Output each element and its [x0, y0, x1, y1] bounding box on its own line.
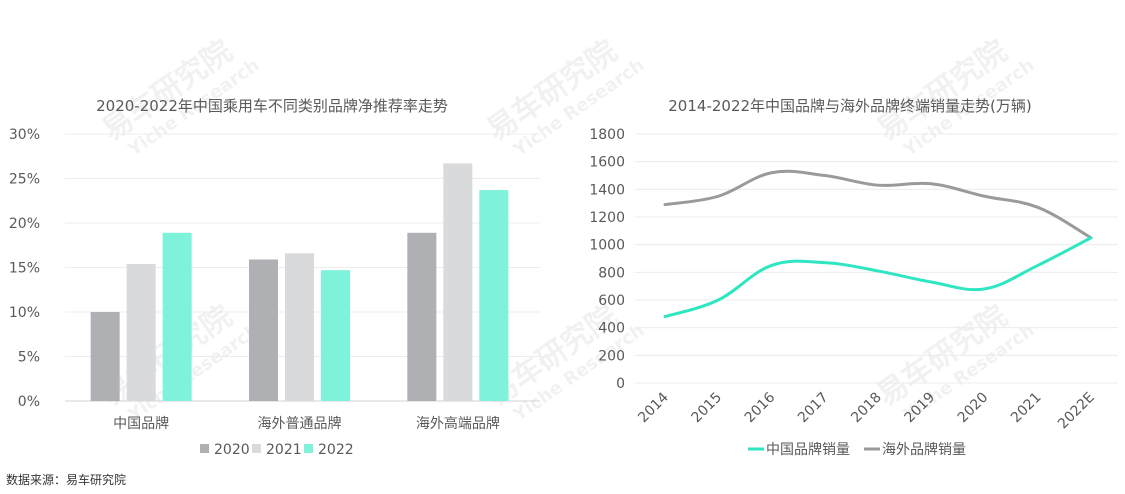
x-tick-label: 2019	[902, 390, 939, 427]
y-tick-label: 1600	[589, 155, 625, 171]
y-tick-label: 1400	[589, 182, 625, 198]
bar	[162, 232, 192, 401]
bar	[443, 163, 473, 401]
y-tick-label: 1200	[589, 210, 625, 226]
bar	[479, 190, 509, 401]
bar	[249, 259, 278, 401]
series-line	[663, 169, 1093, 240]
bar	[285, 253, 314, 401]
source-note: 数据来源：易车研究院	[6, 473, 127, 487]
y-tick-label: 15%	[9, 261, 40, 277]
y-tick-label: 400	[598, 321, 625, 337]
bar-chart: 2020-2022年中国乘用车不同类别品牌净推荐率走势 0% 5% 10% 15% 20%…	[9, 97, 540, 458]
legend-label: 2022	[318, 442, 354, 458]
bar	[126, 263, 156, 401]
bar	[321, 270, 350, 401]
y-tick-label: 1000	[589, 238, 625, 254]
x-tick-label: 2015	[689, 390, 726, 427]
y-tick-label: 1800	[589, 127, 625, 143]
x-tick-label: 中国品牌	[113, 415, 169, 432]
series-line	[663, 236, 1093, 319]
y-tick-label: 20%	[9, 216, 40, 232]
x-tick-label: 2018	[848, 390, 885, 427]
bar	[407, 232, 437, 401]
y-tick-label: 30%	[9, 127, 40, 143]
y-tick-label: 5%	[18, 350, 40, 366]
x-tick-label: 2021	[1008, 390, 1045, 427]
y-tick-label: 600	[598, 293, 625, 309]
y-tick-label: 0%	[18, 394, 40, 410]
legend-label: 2020	[214, 442, 250, 458]
legend-label: 海外品牌销量	[882, 441, 966, 458]
x-tick-label: 海外普通品牌	[258, 415, 342, 432]
legend-label: 中国品牌销量	[766, 441, 850, 458]
y-tick-label: 800	[598, 265, 625, 281]
x-tick-label: 海外高端品牌	[416, 415, 500, 432]
y-tick-label: 10%	[9, 305, 40, 321]
bar	[90, 312, 120, 401]
y-tick-label: 25%	[9, 172, 40, 188]
y-tick-label: 200	[598, 348, 625, 364]
x-tick-label: 2016	[742, 389, 779, 426]
chart-title: 2020-2022年中国乘用车不同类别品牌净推荐率走势	[96, 97, 448, 115]
legend-label: 2021	[266, 442, 302, 458]
x-tick-label: 2020	[955, 390, 992, 427]
line-chart: 2014-2022年中国品牌与海外品牌终端销量走势(万辆) 0 200 400 600 8…	[589, 97, 1118, 458]
x-tick-label: 2017	[795, 390, 832, 427]
y-tick-label: 0	[616, 376, 625, 392]
legend-swatch	[304, 444, 313, 453]
x-tick-label: 2022E	[1055, 390, 1098, 433]
legend-swatch	[252, 444, 261, 453]
chart-title: 2014-2022年中国品牌与海外品牌终端销量走势(万辆)	[668, 97, 1031, 115]
x-tick-label: 2014	[635, 389, 672, 426]
legend-swatch	[200, 444, 209, 453]
